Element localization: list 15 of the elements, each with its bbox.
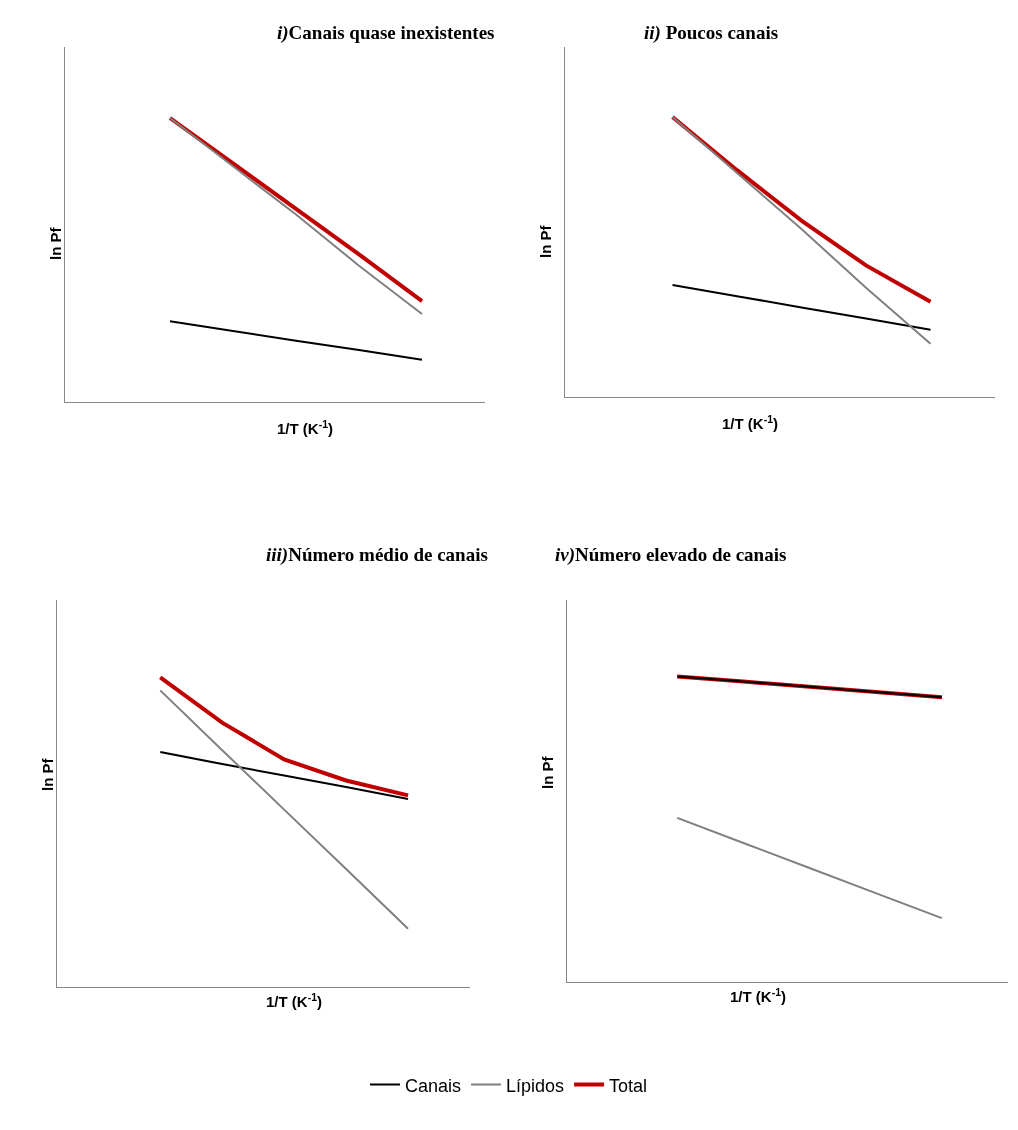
x-axis-title: 1/T (K$^{-1}$)	[730, 986, 787, 1006]
chart-title: iv)Número elevado de canais	[555, 544, 787, 566]
legend-label: Lípidos	[506, 1075, 565, 1096]
chart-title: iii)Número médio de canais	[266, 544, 488, 566]
x-axis-title: 1/T (K$^{-1}$)	[722, 413, 779, 433]
y-axis-title: ln Pf	[539, 755, 556, 789]
chart-title: i)Canais quase inexistentes	[277, 22, 495, 44]
y-axis-title: ln Pf	[537, 224, 554, 258]
legend-label: Total	[609, 1075, 648, 1096]
y-axis-title: ln Pf	[47, 226, 64, 260]
legend-label: Canais	[405, 1075, 462, 1096]
y-axis-title: ln Pf	[39, 757, 56, 791]
x-axis-title: 1/T (K$^{-1}$)	[277, 418, 334, 438]
x-axis-title: 1/T (K$^{-1}$)	[266, 991, 323, 1011]
chart-title: ii) Poucos canais	[644, 22, 779, 44]
